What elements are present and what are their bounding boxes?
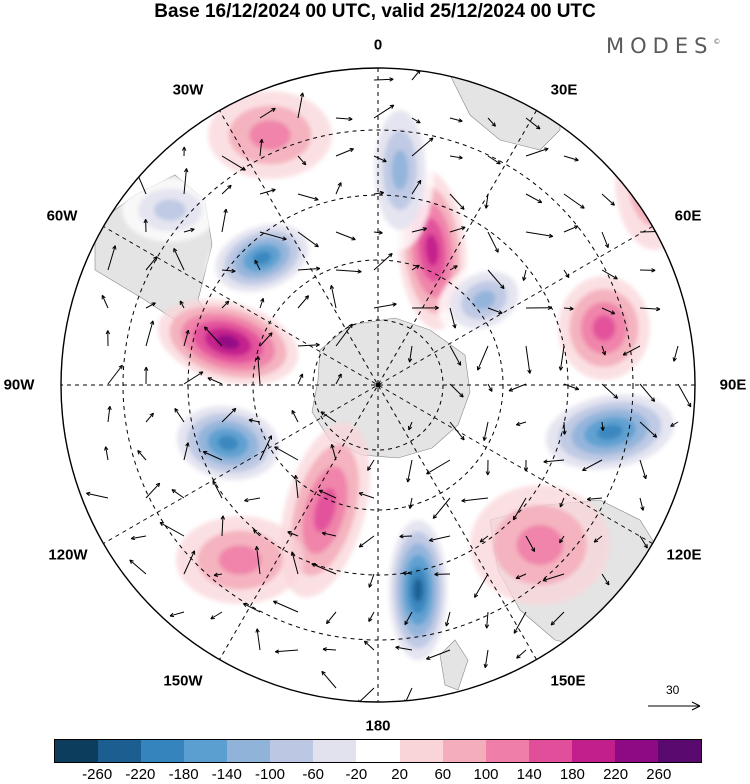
colorbar-tick-label: 60 <box>434 766 451 783</box>
colorbar-swatch <box>572 740 615 762</box>
colorbar-tick-label: 260 <box>646 766 671 783</box>
positive-anomaly-contour <box>593 315 616 341</box>
negative-anomaly-contour <box>413 578 423 601</box>
colorbar-tick-label: -260 <box>82 766 112 783</box>
colorbar-swatch <box>184 740 227 762</box>
colorbar-swatch <box>270 740 313 762</box>
lon-label-30w: 30W <box>173 82 204 99</box>
colorbar-tick-label: 20 <box>391 766 408 783</box>
colorbar-swatch <box>141 740 184 762</box>
colorbar-swatch <box>486 740 529 762</box>
colorbar-swatch <box>227 740 270 762</box>
colorbar-swatch <box>658 740 701 762</box>
colorbar-swatch <box>443 740 486 762</box>
pole-marker <box>376 383 381 388</box>
lon-label-90e: 90E <box>720 377 747 394</box>
map-title: Base 16/12/2024 00 UTC, valid 25/12/2024… <box>0 0 750 24</box>
lon-label-150w: 150W <box>163 673 202 690</box>
positive-anomaly-contour <box>517 525 564 565</box>
colorbar-tick-label: -60 <box>302 766 324 783</box>
lon-label-90w: 90W <box>4 377 35 394</box>
colorbar-ticks: -260 -220 -180 -140 -100 -60 -20 20 60 100 140 180 2… <box>54 766 702 784</box>
lon-label-180: 180 <box>365 718 390 735</box>
brand-mark: © <box>713 38 720 46</box>
brand-logo: MODES© <box>606 34 720 58</box>
negative-anomaly-contour <box>392 150 409 190</box>
colorbar-tick-label: 140 <box>517 766 542 783</box>
colorbar-tick-label: 100 <box>473 766 498 783</box>
colorbar-tick-label: -220 <box>125 766 155 783</box>
colorbar-tick-label: -180 <box>169 766 199 783</box>
lon-label-60e: 60E <box>675 208 702 225</box>
colorbar-tick-label: 220 <box>603 766 628 783</box>
colorbar <box>54 739 702 763</box>
lon-label-30e: 30E <box>551 82 578 99</box>
colorbar-swatch <box>356 740 399 762</box>
negative-anomaly-contour <box>154 199 186 220</box>
colorbar-swatch <box>615 740 658 762</box>
colorbar-swatch <box>529 740 572 762</box>
colorbar-tick-label: 180 <box>560 766 585 783</box>
colorbar-tick-label: -20 <box>346 766 368 783</box>
colorbar-swatch <box>400 740 443 762</box>
colorbar-swatch <box>98 740 141 762</box>
lon-label-150e: 150E <box>550 673 585 690</box>
colorbar-swatch <box>313 740 356 762</box>
lon-label-60w: 60W <box>47 208 78 225</box>
positive-anomaly-contour <box>642 157 669 204</box>
colorbar-tick-label: -140 <box>212 766 242 783</box>
lon-label-120e: 120E <box>666 547 701 564</box>
positive-anomaly-contour <box>249 120 290 149</box>
colorbar-swatch <box>55 740 98 762</box>
colorbar-tick-label: -100 <box>255 766 285 783</box>
positive-anomaly-contour <box>615 110 695 250</box>
polar-map <box>0 0 750 730</box>
vector-scale-arrow <box>646 682 704 712</box>
brand-name: MODES <box>606 34 713 58</box>
lon-label-0: 0 <box>374 37 382 54</box>
lon-label-120w: 120W <box>48 547 87 564</box>
